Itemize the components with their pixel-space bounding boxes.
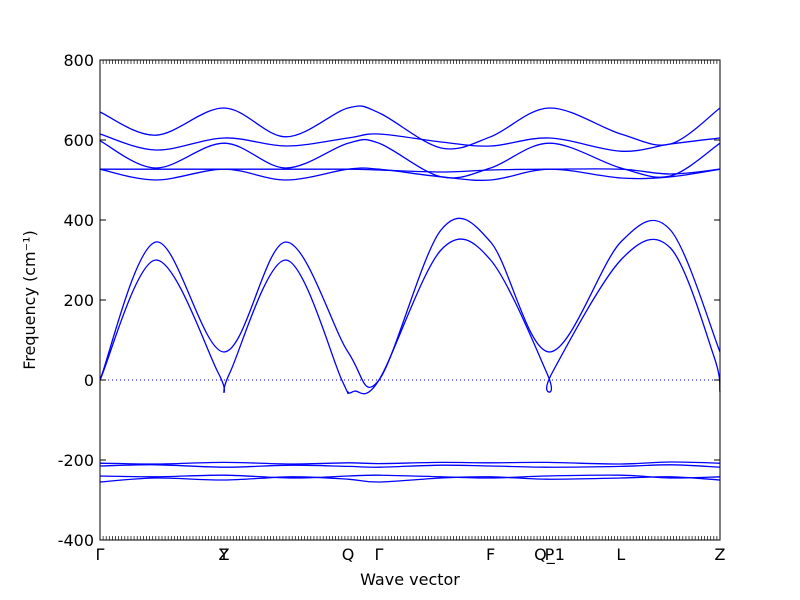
x-tick-label: Z: [715, 545, 726, 564]
x-tick-label: Q: [342, 545, 355, 564]
x-tick-label: P: [545, 545, 555, 564]
plot-frame: [99, 59, 721, 541]
phonon-band-line: [99, 461, 721, 465]
x-tick-label: F: [486, 545, 495, 564]
y-tick-label: -400: [58, 531, 94, 550]
x-tick-label: L: [616, 545, 625, 564]
x-tick-label: Q_1: [534, 545, 565, 565]
y-tick-label: 400: [63, 211, 94, 230]
phonon-band-line: [99, 474, 721, 479]
x-axis-label: Wave vector: [360, 570, 460, 589]
x-tick-label: Z: [219, 545, 230, 564]
phonon-band-line: [99, 238, 721, 395]
y-tick-label: 0: [84, 371, 94, 390]
x-tick-label: Γ: [375, 545, 384, 564]
phonon-band-line: [99, 217, 721, 388]
phonon-band-line: [99, 464, 721, 468]
x-tick-label: Γ: [96, 545, 105, 564]
y-tick-label: -200: [58, 451, 94, 470]
x-tick-label: Y: [218, 545, 229, 564]
phonon-band-line: [99, 105, 721, 150]
phonon-band-line: [99, 133, 721, 152]
y-axis-label: Frequency (cm⁻¹): [20, 230, 39, 369]
phonon-band-line: [99, 138, 721, 179]
y-tick-label: 200: [63, 291, 94, 310]
y-tick-label: 800: [63, 51, 94, 70]
bands-layer: [99, 105, 721, 483]
y-tick-label: 600: [63, 131, 94, 150]
phonon-band-line: [99, 476, 721, 483]
